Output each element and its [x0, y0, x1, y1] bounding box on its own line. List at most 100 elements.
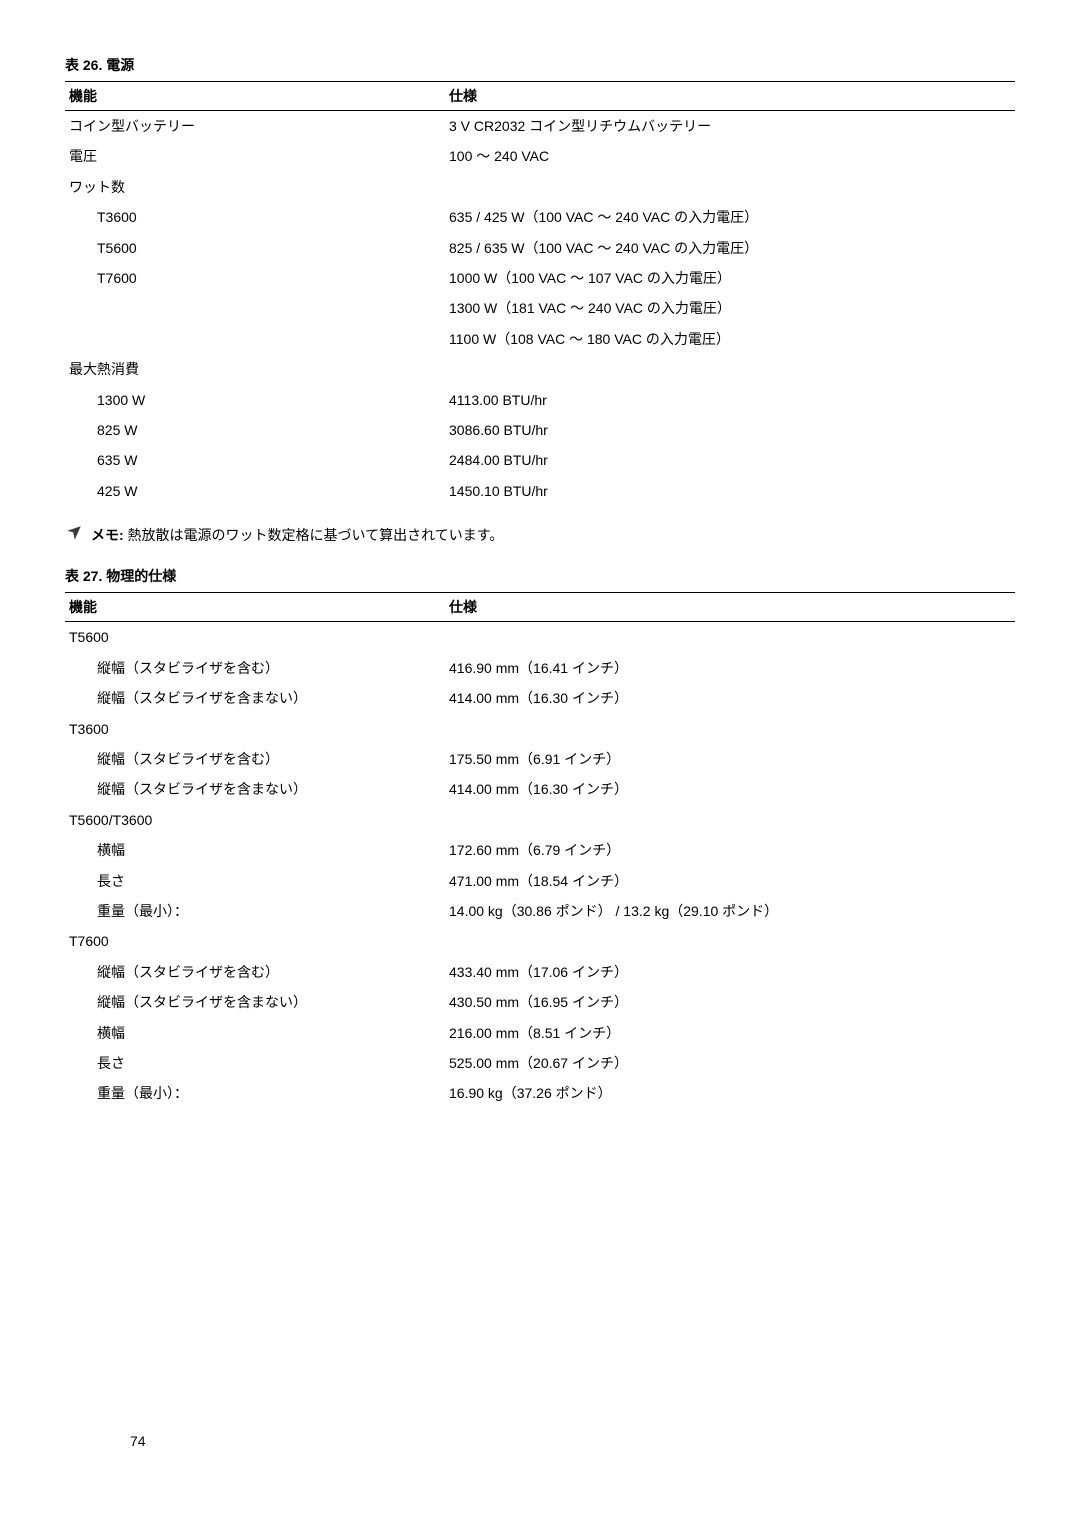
t27-cell: 172.60 mm（6.79 インチ） [445, 835, 1015, 865]
table-row: T3600635 / 425 W（100 VAC ～ 240 VAC の入力電圧… [65, 202, 1015, 232]
table26: 機能 仕様 コイン型バッテリー3 V CR2032 コイン型リチウムバッテリー電… [65, 81, 1015, 506]
t26-cell [65, 293, 445, 323]
t27-cell [445, 805, 1015, 835]
table-row: 1100 W（108 VAC ～ 180 VAC の入力電圧） [65, 324, 1015, 354]
t26-cell: 3086.60 BTU/hr [445, 415, 1015, 445]
table-row: T7600 [65, 926, 1015, 956]
t26-cell [65, 324, 445, 354]
t27-cell: 414.00 mm（16.30 インチ） [445, 683, 1015, 713]
t27-cell: 縦幅（スタビライザを含まない） [65, 774, 445, 804]
t27-cell: 414.00 mm（16.30 インチ） [445, 774, 1015, 804]
t27-cell: 長さ [65, 866, 445, 896]
table-row: 635 W2484.00 BTU/hr [65, 445, 1015, 475]
t27-cell: 長さ [65, 1048, 445, 1078]
t27-cell [445, 926, 1015, 956]
table-row: 長さ471.00 mm（18.54 インチ） [65, 866, 1015, 896]
note-icon [65, 524, 83, 542]
table26-h1: 機能 [65, 82, 445, 111]
t26-cell: 1000 W（100 VAC ～ 107 VAC の入力電圧） [445, 263, 1015, 293]
t27-cell: 縦幅（スタビライザを含む） [65, 957, 445, 987]
table-row: 長さ525.00 mm（20.67 インチ） [65, 1048, 1015, 1078]
table-row: 最大熱消費 [65, 354, 1015, 384]
table-row: 縦幅（スタビライザを含まない）430.50 mm（16.95 インチ） [65, 987, 1015, 1017]
table26-h2: 仕様 [445, 82, 1015, 111]
t26-cell: 3 V CR2032 コイン型リチウムバッテリー [445, 111, 1015, 142]
t26-cell: 635 W [65, 445, 445, 475]
t26-cell: T5600 [65, 233, 445, 263]
table-row: 縦幅（スタビライザを含まない）414.00 mm（16.30 インチ） [65, 683, 1015, 713]
t26-cell: 2484.00 BTU/hr [445, 445, 1015, 475]
table27-h2: 仕様 [445, 593, 1015, 622]
t27-cell: 525.00 mm（20.67 インチ） [445, 1048, 1015, 1078]
table-row: T5600825 / 635 W（100 VAC ～ 240 VAC の入力電圧… [65, 233, 1015, 263]
t26-cell: 635 / 425 W（100 VAC ～ 240 VAC の入力電圧） [445, 202, 1015, 232]
t27-cell: 重量（最小）： [65, 1078, 445, 1108]
table-row: ワット数 [65, 172, 1015, 202]
table-row: 重量（最小）：16.90 kg（37.26 ポンド） [65, 1078, 1015, 1108]
t27-cell: 14.00 kg（30.86 ポンド） / 13.2 kg（29.10 ポンド） [445, 896, 1015, 926]
t27-cell: T7600 [65, 926, 445, 956]
table-row: 1300 W4113.00 BTU/hr [65, 385, 1015, 415]
table-row: 425 W1450.10 BTU/hr [65, 476, 1015, 506]
table-row: 825 W3086.60 BTU/hr [65, 415, 1015, 445]
t27-cell: 216.00 mm（8.51 インチ） [445, 1018, 1015, 1048]
t27-cell: 縦幅（スタビライザを含む） [65, 744, 445, 774]
t26-cell: 1450.10 BTU/hr [445, 476, 1015, 506]
table-row: 横幅172.60 mm（6.79 インチ） [65, 835, 1015, 865]
table26-title: 表 26. 電源 [65, 55, 1015, 75]
t26-cell: 825 W [65, 415, 445, 445]
page-number: 74 [130, 1433, 146, 1449]
t26-cell: 1300 W [65, 385, 445, 415]
t26-cell: 1100 W（108 VAC ～ 180 VAC の入力電圧） [445, 324, 1015, 354]
table27-h1: 機能 [65, 593, 445, 622]
t27-cell: 430.50 mm（16.95 インチ） [445, 987, 1015, 1017]
note-label: メモ: [91, 527, 124, 543]
table-row: 縦幅（スタビライザを含む）416.90 mm（16.41 インチ） [65, 653, 1015, 683]
t26-cell [445, 354, 1015, 384]
note-block: メモ: 熱放散は電源のワット数定格に基づいて算出されています。 [65, 524, 1015, 546]
t27-cell: 433.40 mm（17.06 インチ） [445, 957, 1015, 987]
t26-cell: 425 W [65, 476, 445, 506]
t26-cell: 4113.00 BTU/hr [445, 385, 1015, 415]
table-row: コイン型バッテリー3 V CR2032 コイン型リチウムバッテリー [65, 111, 1015, 142]
t26-cell: 電圧 [65, 141, 445, 171]
t27-cell [445, 622, 1015, 653]
t26-cell: 825 / 635 W（100 VAC ～ 240 VAC の入力電圧） [445, 233, 1015, 263]
t27-cell: 175.50 mm（6.91 インチ） [445, 744, 1015, 774]
t27-cell: 縦幅（スタビライザを含まない） [65, 987, 445, 1017]
table27-title: 表 27. 物理的仕様 [65, 566, 1015, 586]
t27-cell: 重量（最小）： [65, 896, 445, 926]
table-row: 縦幅（スタビライザを含まない）414.00 mm（16.30 インチ） [65, 774, 1015, 804]
t27-cell: 416.90 mm（16.41 インチ） [445, 653, 1015, 683]
t26-cell: T7600 [65, 263, 445, 293]
t27-cell: 16.90 kg（37.26 ポンド） [445, 1078, 1015, 1108]
note-body: 熱放散は電源のワット数定格に基づいて算出されています。 [124, 527, 504, 543]
table-row: 横幅216.00 mm（8.51 インチ） [65, 1018, 1015, 1048]
t26-cell: 最大熱消費 [65, 354, 445, 384]
t27-cell: 横幅 [65, 1018, 445, 1048]
t26-cell: 100 ～ 240 VAC [445, 141, 1015, 171]
table-row: T5600 [65, 622, 1015, 653]
table-row: 重量（最小）：14.00 kg（30.86 ポンド） / 13.2 kg（29.… [65, 896, 1015, 926]
table-row: T3600 [65, 714, 1015, 744]
t27-cell: 横幅 [65, 835, 445, 865]
t27-cell: 縦幅（スタビライザを含まない） [65, 683, 445, 713]
t26-cell: コイン型バッテリー [65, 111, 445, 142]
table-row: 電圧100 ～ 240 VAC [65, 141, 1015, 171]
note-text: メモ: 熱放散は電源のワット数定格に基づいて算出されています。 [91, 524, 503, 546]
t27-cell: T5600/T3600 [65, 805, 445, 835]
table-row: T5600/T3600 [65, 805, 1015, 835]
t27-cell [445, 714, 1015, 744]
table-row: T76001000 W（100 VAC ～ 107 VAC の入力電圧） [65, 263, 1015, 293]
table-row: 縦幅（スタビライザを含む）175.50 mm（6.91 インチ） [65, 744, 1015, 774]
t27-cell: T3600 [65, 714, 445, 744]
t26-cell: T3600 [65, 202, 445, 232]
table27: 機能 仕様 T5600縦幅（スタビライザを含む）416.90 mm（16.41 … [65, 592, 1015, 1108]
t26-cell [445, 172, 1015, 202]
t27-cell: T5600 [65, 622, 445, 653]
t27-cell: 471.00 mm（18.54 インチ） [445, 866, 1015, 896]
t26-cell: ワット数 [65, 172, 445, 202]
table-row: 1300 W（181 VAC ～ 240 VAC の入力電圧） [65, 293, 1015, 323]
table-row: 縦幅（スタビライザを含む）433.40 mm（17.06 インチ） [65, 957, 1015, 987]
t27-cell: 縦幅（スタビライザを含む） [65, 653, 445, 683]
